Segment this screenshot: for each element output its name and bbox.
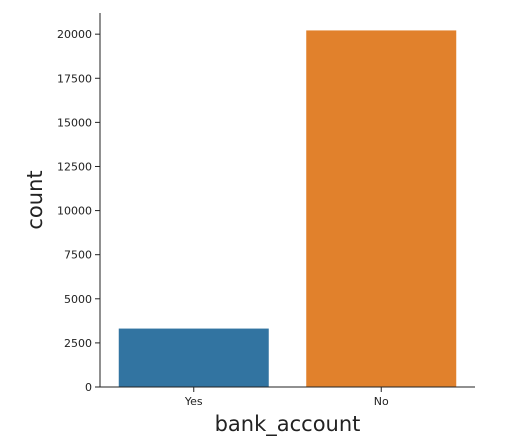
bar-yes [118,328,269,387]
x-axis-ticks: Yes No [184,387,389,408]
y-tick-label: 2500 [64,337,92,350]
x-tick-label: No [374,395,389,408]
y-tick-label: 0 [85,381,92,394]
x-axis-title: bank_account [215,412,361,437]
y-tick-label: 7500 [64,249,92,262]
y-tick-label: 10000 [57,205,92,218]
bar-no [306,30,457,388]
y-axis-ticks: 0 2500 5000 7500 10000 12500 15000 17500 20000 [57,28,100,394]
y-tick-label: 15000 [57,116,92,129]
y-tick-label: 5000 [64,293,92,306]
y-tick-label: 12500 [57,160,92,173]
x-tick-label: Yes [184,395,203,408]
y-tick-label: 17500 [57,72,92,85]
y-tick-label: 20000 [57,28,92,41]
y-axis-title: count [23,170,47,229]
bars [118,30,457,388]
